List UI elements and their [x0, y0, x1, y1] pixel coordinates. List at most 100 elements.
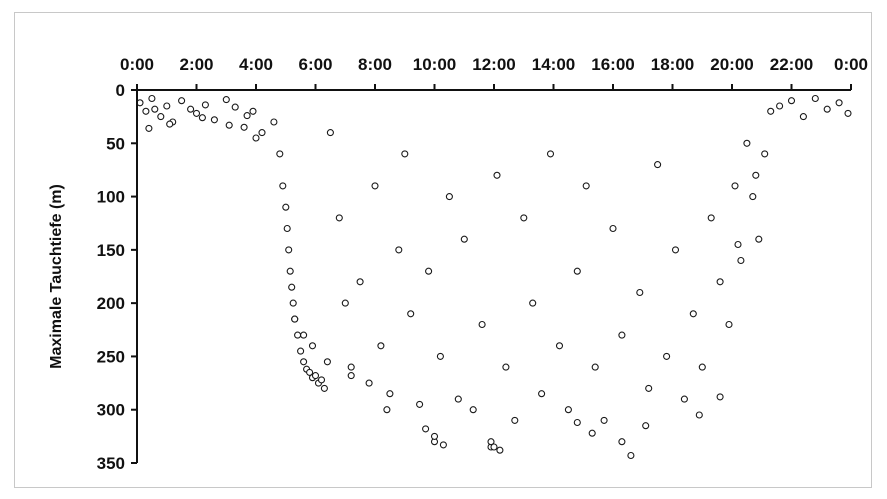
data-point [157, 113, 165, 121]
data-point [285, 246, 293, 254]
data-point [300, 331, 308, 339]
data-point [282, 203, 290, 211]
data-point [142, 107, 150, 115]
data-point [308, 342, 317, 350]
data-point [511, 416, 519, 424]
data-point [225, 121, 233, 129]
data-point [231, 103, 239, 111]
data-point [493, 171, 501, 179]
data-point [618, 331, 626, 339]
dive-depth-scatter-chart: 0:00 2:00 4:00 6:00 8:00 10:00 12:00 14:00 16:00… [48, 55, 868, 473]
data-point [671, 246, 680, 254]
data-point [283, 224, 291, 233]
x-tick-label: 10:00 [413, 55, 456, 74]
data-point [320, 384, 328, 392]
data-point [240, 123, 248, 131]
axes-layer [131, 84, 852, 464]
x-tick-label: 14:00 [532, 55, 575, 74]
data-point [289, 299, 297, 307]
data-point [297, 347, 305, 355]
data-point [291, 315, 299, 323]
data-point [752, 171, 760, 179]
data-point [469, 406, 477, 414]
data-point [663, 352, 671, 360]
data-point [151, 105, 159, 113]
data-point [407, 310, 415, 318]
data-point [835, 99, 843, 107]
data-point [698, 363, 706, 371]
data-point [416, 400, 424, 408]
y-tick-label: 300 [97, 401, 125, 420]
data-point [707, 214, 715, 222]
data-point [192, 109, 201, 117]
data-point [591, 363, 599, 371]
data-point [538, 390, 546, 398]
y-tick-label: 100 [97, 188, 125, 207]
data-point [365, 379, 373, 387]
data-point [618, 438, 626, 446]
y-tick-label: 350 [97, 454, 125, 473]
data-point [755, 235, 763, 243]
data-point [335, 214, 343, 222]
data-point [187, 105, 195, 113]
y-axis-title: Maximale Tauchtiefe (m) [48, 184, 65, 369]
data-point [252, 134, 260, 142]
data-point [582, 182, 590, 190]
data-point [210, 116, 218, 124]
data-point [555, 342, 564, 350]
x-tick-label: 12:00 [472, 55, 515, 74]
chart-frame: 0:00 2:00 4:00 6:00 8:00 10:00 12:00 14:00 16:00… [14, 12, 872, 488]
y-tick-label: 250 [97, 347, 125, 366]
x-tick-label: 2:00 [179, 55, 213, 74]
data-point [317, 376, 326, 384]
data-point [222, 96, 230, 104]
x-tick-label: 8:00 [358, 55, 392, 74]
data-point [716, 278, 724, 286]
data-point [734, 240, 742, 249]
data-point [356, 278, 364, 286]
data-point [249, 107, 257, 115]
data-point [286, 267, 294, 275]
data-point [487, 438, 495, 446]
data-point [761, 150, 769, 158]
data-point [270, 118, 278, 126]
data-point [529, 299, 537, 307]
data-point [725, 320, 733, 329]
data-point [490, 443, 498, 451]
data-point [823, 105, 831, 113]
data-point [395, 246, 403, 254]
data-point [347, 363, 355, 371]
y-tick-label: 150 [97, 241, 125, 260]
x-tick-label: 0:00 [120, 55, 154, 74]
data-point [573, 267, 581, 275]
data-point [689, 310, 697, 318]
y-tick-label: 50 [106, 134, 125, 153]
data-point [425, 267, 433, 275]
data-point [294, 331, 302, 339]
data-point [306, 368, 314, 376]
data-point [436, 352, 444, 360]
data-point [201, 101, 209, 109]
data-point [377, 342, 385, 350]
data-point [243, 112, 251, 120]
data-point [716, 393, 724, 401]
data-point [787, 97, 796, 105]
data-point [731, 182, 739, 190]
data-point [276, 150, 284, 158]
data-point [799, 113, 807, 121]
labels-layer: 0:00 2:00 4:00 6:00 8:00 10:00 12:00 14:00 16:00… [48, 55, 868, 473]
data-point [178, 97, 186, 105]
data-point [642, 422, 650, 430]
data-point [680, 395, 688, 403]
data-point [636, 288, 644, 297]
x-tick-label: 22:00 [770, 55, 813, 74]
x-tick-label: 6:00 [298, 55, 332, 74]
data-point [502, 363, 510, 371]
data-point [166, 120, 174, 128]
data-point [645, 384, 653, 392]
data-point [695, 411, 703, 419]
data-point [148, 94, 156, 103]
data-point [347, 372, 355, 380]
x-tick-label: 20:00 [710, 55, 753, 74]
data-point [288, 283, 296, 291]
